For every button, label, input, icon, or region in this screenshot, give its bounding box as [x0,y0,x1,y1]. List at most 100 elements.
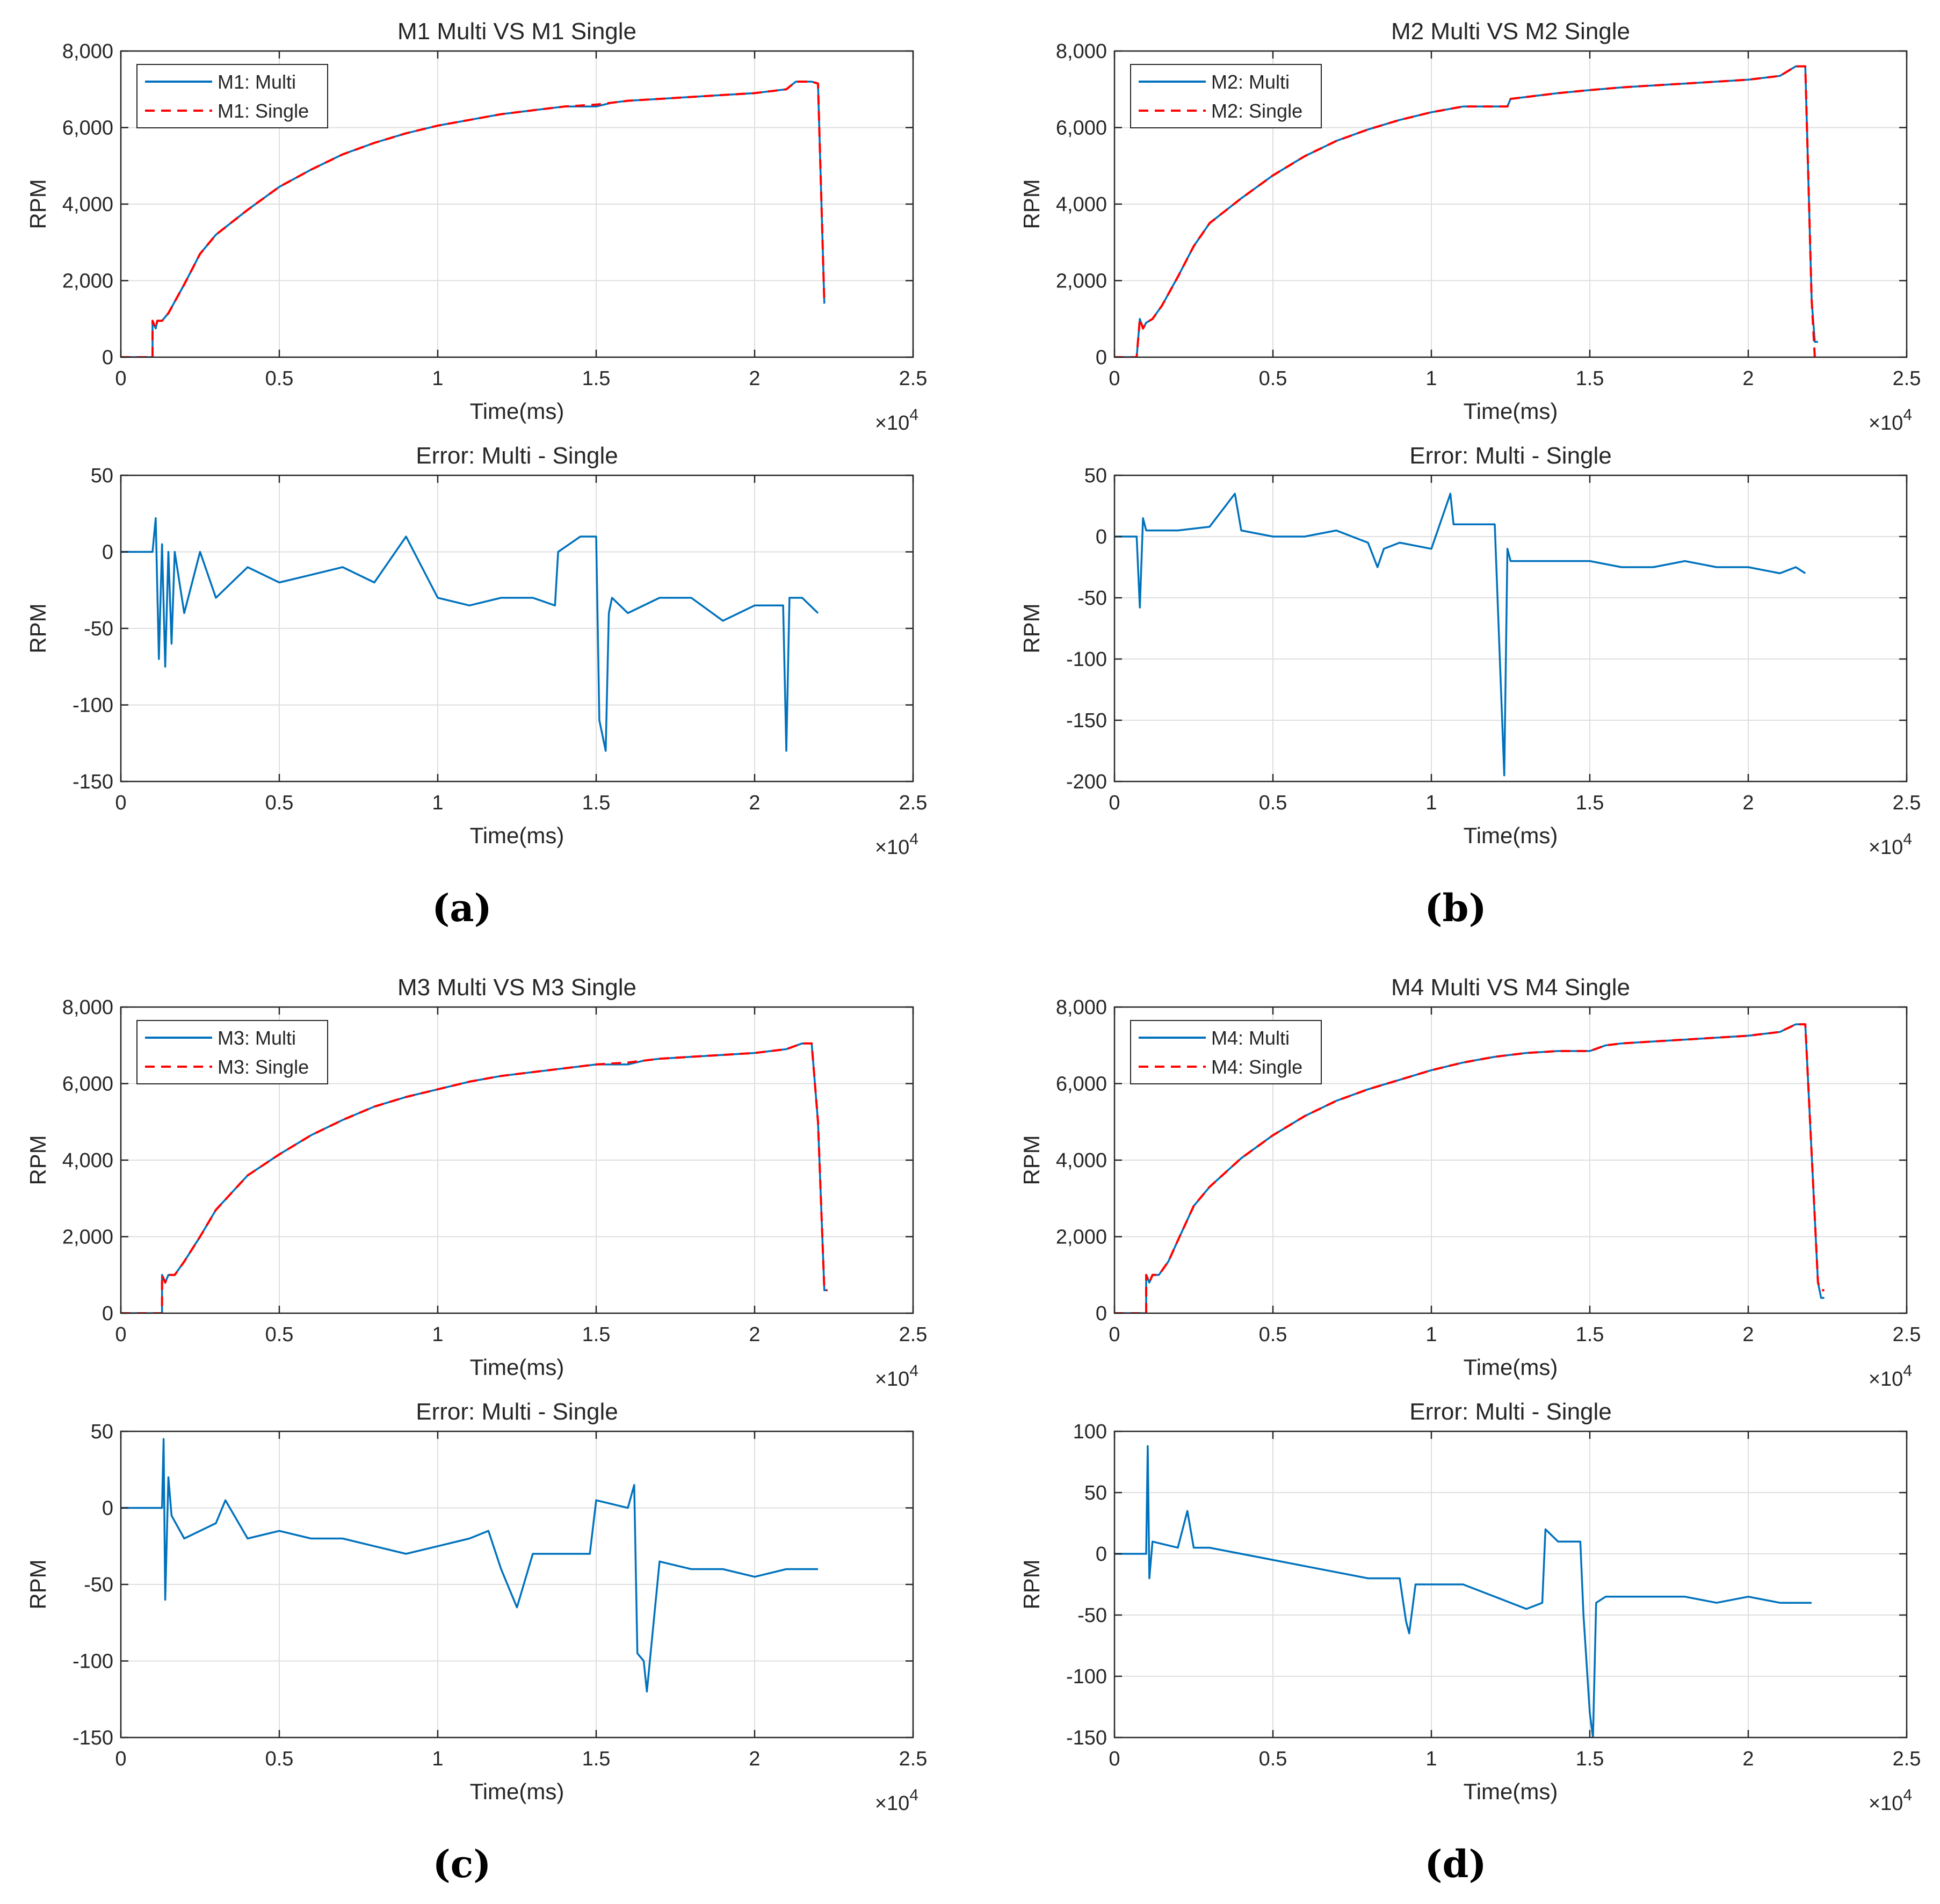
series-line-primary [121,517,819,752]
legend-entry: M2: Single [1211,100,1302,122]
x-tick-label: 2.5 [1893,367,1921,390]
x-tick-label: 2 [1742,1323,1754,1346]
chart-title: Error: Multi - Single [416,1399,618,1425]
x-tick-label: 1.5 [582,1323,611,1346]
series-line-secondary [1114,1023,1825,1313]
legend-entry: M2: Multi [1211,71,1290,93]
x-tick-label: 1 [1425,1748,1437,1770]
x-tick-label: 1 [432,367,443,390]
x-tick-label: 1 [432,1323,443,1346]
y-tick-label: -50 [1077,587,1107,610]
y-tick-label: 2,000 [62,270,113,293]
y-tick-label: 0 [1096,1543,1107,1566]
x-tick-label: 2 [1742,367,1754,390]
y-tick-label: 50 [91,1421,113,1443]
x-tick-label: 2.5 [899,792,928,814]
y-tick-label: 8,000 [62,996,113,1019]
x-axis-label: Time(ms) [1464,823,1558,848]
y-axis-label: RPM [25,179,50,229]
y-tick-label: 4,000 [1056,193,1107,216]
axes-b-bottom: 0 0.5 1 1.5 2 2.5 -200 -150 -100 -50 0 50 Error: Mul… [1019,443,1921,859]
axes-box [1113,474,1908,783]
y-tick-label: 100 [1073,1421,1107,1443]
series-line-primary [1114,493,1806,777]
x-tick-label: 0.5 [265,1323,294,1346]
x-tick-label: 1.5 [582,1748,611,1770]
x-tick-label: 1.5 [1576,1323,1604,1346]
x-tick-label: 2.5 [1893,1323,1921,1346]
chart-title: Error: Multi - Single [1409,1399,1612,1425]
x-tick-label: 1.5 [1576,792,1604,814]
y-tick-label: 50 [1084,465,1107,487]
x-tick-label: 1 [432,792,443,814]
y-axis-label: RPM [25,1135,50,1185]
x-tick-label: 0 [1109,367,1120,390]
x-tick-label: 1.5 [582,367,611,390]
y-tick-label: 0 [102,1497,113,1520]
series-line-primary [1114,1445,1812,1738]
x-tick-label: 0.5 [1259,367,1287,390]
y-tick-label: 6,000 [62,1073,113,1096]
x-tick-label: 0 [115,792,126,814]
legend: M2: Multi M2: Single [1130,64,1322,128]
y-tick-label: 6,000 [1056,1073,1107,1096]
y-tick-label: -50 [84,618,113,640]
x-tick-label: 0.5 [265,1748,294,1770]
panel-label-d: (d) [1424,1842,1486,1886]
y-tick-label: 4,000 [62,1149,113,1172]
x-tick-label: 2 [749,792,760,814]
legend: M3: Multi M3: Single [136,1020,328,1084]
x-axis-label: Time(ms) [470,399,564,424]
x-tick-label: 2 [1742,792,1754,814]
chart-title: M4 Multi VS M4 Single [1391,974,1630,1001]
legend-box [1130,1020,1322,1084]
x-tick-label: 0 [115,367,126,390]
y-tick-label: -100 [1066,1666,1107,1688]
y-tick-label: 4,000 [62,193,113,216]
axes-c-top: 0 0.5 1 1.5 2 2.5 0 2,000 4,000 6,000 8,000 M3 Mult… [25,974,927,1391]
legend-box [136,64,328,128]
x-axis-label: Time(ms) [1464,1355,1558,1380]
y-axis-label: RPM [1019,179,1044,229]
y-axis-label: RPM [25,603,50,653]
x-tick-label: 2 [749,1323,760,1346]
series-line-primary [121,1438,818,1693]
y-tick-label: -150 [1066,710,1107,732]
x-tick-label: 0 [1109,1748,1120,1770]
x-tick-label: 0.5 [1259,792,1287,814]
y-tick-label: -100 [73,694,113,717]
y-tick-label: -150 [73,1727,113,1749]
x-tick-label: 0 [115,1323,126,1346]
legend-box [136,1020,328,1084]
series-line-secondary [121,1042,828,1313]
legend-entry: M4: Multi [1211,1027,1290,1049]
y-tick-label: -50 [1077,1604,1107,1627]
y-tick-label: 8,000 [1056,40,1107,63]
x-exponent: ×104 [1869,830,1912,859]
x-axis-label: Time(ms) [1464,1779,1558,1804]
axes-box [1113,1430,1908,1739]
x-tick-label: 0.5 [1259,1323,1287,1346]
x-tick-label: 1.5 [1576,1748,1604,1770]
legend: M4: Multi M4: Single [1130,1020,1322,1084]
y-tick-label: 0 [102,1302,113,1325]
y-tick-label: -100 [73,1650,113,1673]
axes-layer: 0 0.5 1 1.5 2 2.5 0 2,000 4,000 6,000 8,000 M1 Mult… [25,18,1921,1815]
y-tick-label: -200 [1066,771,1107,793]
x-tick-label: 1 [1425,1323,1437,1346]
series-line-secondary [1114,65,1818,357]
x-axis-label: Time(ms) [470,823,564,848]
x-tick-label: 2 [749,367,760,390]
x-tick-label: 2.5 [899,367,928,390]
x-axis-label: Time(ms) [470,1355,564,1380]
legend-entry: M1: Multi [218,71,296,93]
x-axis-label: Time(ms) [470,1779,564,1804]
panel-label-c: (c) [433,1842,491,1886]
x-exponent: ×104 [1869,406,1912,435]
chart-title: Error: Multi - Single [1409,443,1612,469]
legend: M1: Multi M1: Single [136,64,328,128]
legend-box [1130,64,1322,128]
x-tick-label: 1.5 [1576,367,1604,390]
x-exponent: ×104 [875,830,918,859]
y-axis-label: RPM [25,1559,50,1609]
